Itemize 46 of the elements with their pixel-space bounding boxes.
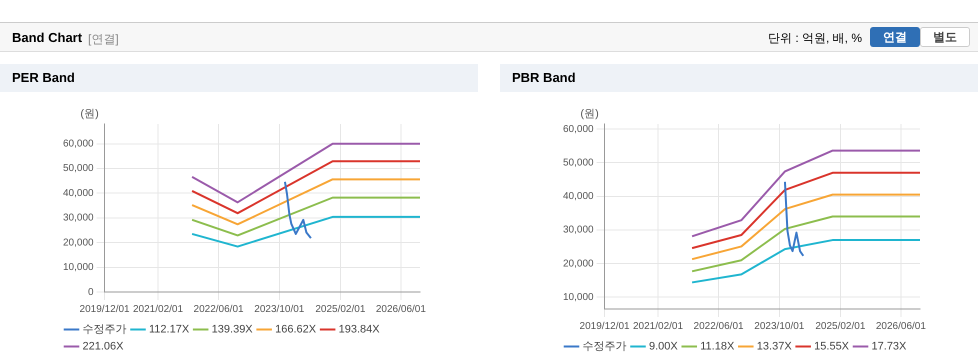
text: 별도 [920,27,970,47]
y-axis-title: (원) [580,108,599,120]
x-tick-label: 2023/10/01 [254,304,305,315]
legend-label: 11.18X [700,340,735,353]
legend-label: 221.06X [82,340,124,353]
y-tick-label: 30,000 [62,212,94,224]
chart-title: PER Band [0,64,478,92]
y-axis-title: (원) [80,108,99,120]
y-tick-label: 20,000 [62,237,94,248]
legend-label: 13.37X [756,340,792,353]
y-tick-label: 60,000 [562,124,594,135]
x-tick-label: 2019/12/01 [580,320,630,332]
x-tick-label: 2019/12/01 [80,304,130,315]
y-tick-label: 10,000 [562,292,594,303]
x-tick-label: 2022/06/01 [194,304,244,315]
legend-label: 수정주가 [582,340,626,353]
y-tick-label: 50,000 [62,163,94,174]
chart-title: PBR Band [500,64,978,92]
x-tick-label: 2026/06/01 [876,320,926,332]
y-tick-label: 0 [88,286,94,298]
x-tick-label: 2021/02/01 [132,304,184,315]
y-tick-label: 50,000 [562,157,594,168]
x-tick-label: 2023/10/01 [754,320,805,332]
legend-label: 15.55X [814,340,850,353]
text: [연결] [88,31,119,48]
legend-label: 166.62X [275,324,317,336]
legend-label: 112.17X [149,324,190,336]
x-tick-label: 2025/02/01 [315,304,366,315]
text: 단위 : 억원, 배, % [768,30,862,47]
legend-label: 193.84X [338,324,380,336]
x-tick-label: 2022/06/01 [694,320,744,332]
x-tick-label: 2025/02/01 [815,320,866,332]
text: 연결 [870,27,920,47]
x-tick-label: 2026/06/01 [376,304,426,315]
y-tick-label: 20,000 [562,258,594,270]
text: Band Chart [12,30,82,45]
legend-label: 17.73X [872,340,908,353]
y-tick-label: 40,000 [562,191,594,202]
legend-label: 139.39X [212,324,254,336]
y-tick-label: 40,000 [62,188,94,199]
legend-label: 9.00X [649,340,678,353]
y-tick-label: 30,000 [562,224,594,236]
y-tick-label: 10,000 [62,262,94,274]
x-tick-label: 2021/02/01 [632,320,684,332]
legend-label: 수정주가 [82,324,126,336]
y-tick-label: 60,000 [62,138,94,150]
